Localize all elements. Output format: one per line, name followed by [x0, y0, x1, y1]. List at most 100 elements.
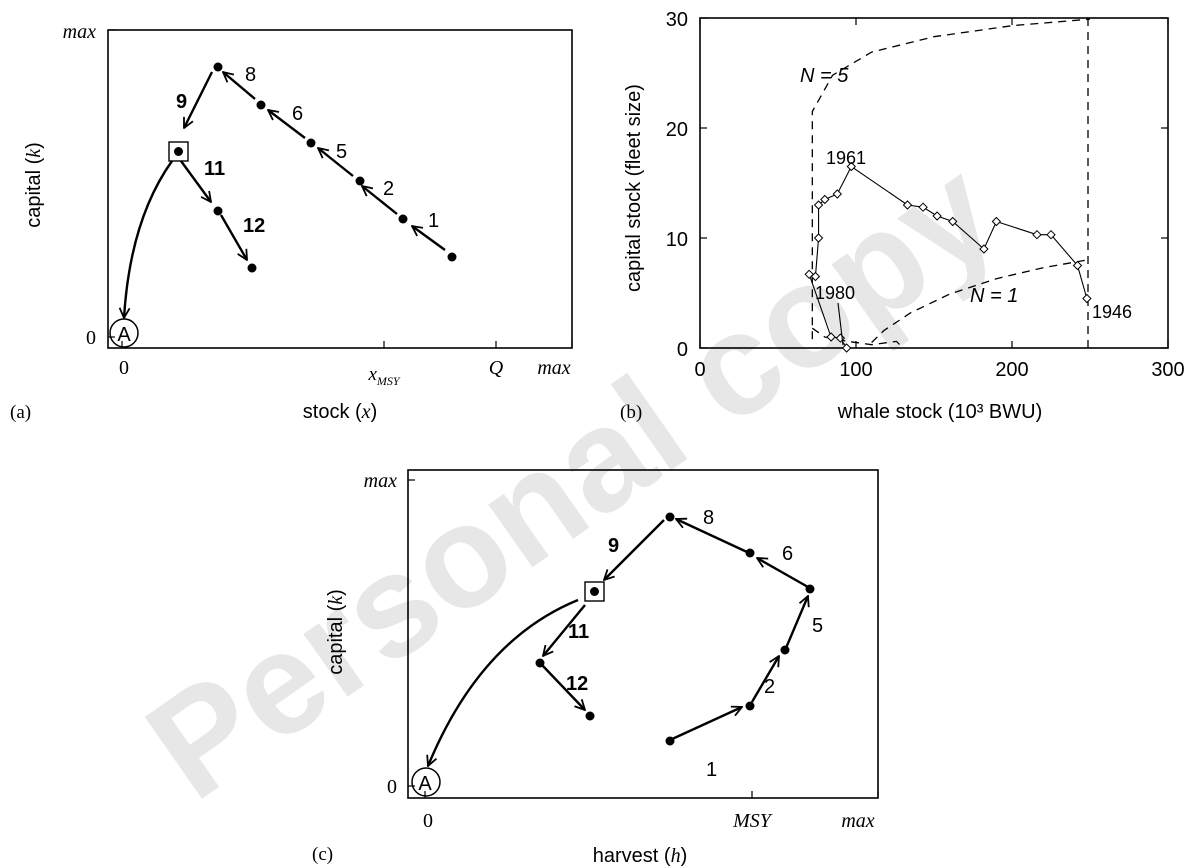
- panel-b-data-point-2: [1072, 260, 1083, 271]
- panel-c-point-5: [780, 645, 790, 655]
- panel-b-ytick-label-20: 20: [666, 119, 688, 141]
- panel-b-xtick-label-300: 300: [1151, 359, 1184, 381]
- panel-a-label-8: 8: [245, 64, 256, 86]
- panel-c-arrow-8: [676, 519, 748, 554]
- panel-c-panel-label: (c): [312, 844, 333, 865]
- panel-b-data-point-10: [902, 200, 913, 210]
- panel-b-data-point-17: [804, 269, 814, 280]
- panel-c-arrow-5: [784, 596, 808, 649]
- panel-a-ytick-label-0: 0: [86, 327, 96, 349]
- panel-a-arrow-9: [182, 71, 214, 128]
- panel-a-point-8: [256, 100, 266, 110]
- panel-c-point-1: [665, 736, 675, 746]
- panel-a-label-6: 6: [292, 103, 303, 125]
- panel-b-data-point-20: [841, 343, 852, 353]
- panel-c-arrow-6: [757, 556, 809, 589]
- panel-b-data-point-14: [813, 200, 824, 210]
- panel-a-xtick-label-max: max: [537, 357, 570, 379]
- panel-a-xtick-label-msy: xMSY: [367, 364, 400, 388]
- panel-c-point-6: [745, 548, 755, 558]
- panel-b-data-point-5: [991, 216, 1002, 227]
- panel-a-ytick-label-max: max: [63, 21, 96, 43]
- panel-c-point-2: [745, 701, 755, 711]
- panel-b-annotation-1980-leader: [837, 302, 844, 346]
- panel-a-label-a: A: [117, 324, 131, 346]
- panel-b-data-point-4: [1032, 229, 1042, 240]
- panel-b-xtick-label-200: 200: [995, 359, 1028, 381]
- panel-a-xlabel: stock (x): [303, 401, 377, 423]
- panel-b-ytick-label-10: 10: [666, 229, 688, 251]
- panel-b-dashed-curve-2: [871, 259, 1087, 343]
- panel-b-data-point-3: [1046, 229, 1056, 240]
- panel-a-ylabel: capital (k): [23, 142, 45, 228]
- panel-a: max 0 0 xMSY Q max stock (x) capital (k)…: [10, 21, 573, 423]
- panel-a-arrow-6: [268, 110, 306, 139]
- panel-c-frame: [407, 469, 879, 799]
- panel-b-data-point-15: [813, 233, 824, 243]
- panel-a-point-5: [355, 176, 365, 186]
- panel-b-ytick-label-30: 30: [666, 9, 688, 31]
- panel-a-arrow-5: [318, 148, 354, 177]
- panel-a-point-9-box: [168, 141, 189, 162]
- panel-c-point-9: [590, 587, 599, 596]
- panel-b-annotation-1946: 1946: [1092, 302, 1132, 322]
- panel-c-point-8: [665, 512, 675, 522]
- panel-a-label-12: 12: [243, 215, 265, 237]
- panel-a-point-11: [213, 206, 223, 216]
- panel-b-curves: [811, 18, 1091, 349]
- panel-b-panel-label: (b): [620, 402, 642, 423]
- panel-b-ylabel: capital stock (fleet size): [623, 84, 645, 292]
- panel-b-annotation-1980: 1980: [815, 283, 855, 303]
- panel-c-label-6: 6: [782, 543, 793, 565]
- panel-c-label-8: 8: [703, 507, 714, 529]
- panel-c-point-9-box: [584, 581, 605, 602]
- panel-a-point-9: [174, 147, 183, 156]
- panel-b-annotation-1961: 1961: [826, 148, 866, 168]
- panel-c-point-a-circle: [411, 767, 441, 797]
- panel-b-data-point-12: [832, 189, 842, 199]
- panel-b-data-point-8: [932, 211, 942, 221]
- panel-c-ytick-label-max: max: [364, 470, 397, 492]
- panel-a-arrow-to-a: [124, 160, 173, 318]
- panel-c: max 0 0 MSY max harvest (h) capital (k) …: [312, 469, 879, 867]
- panel-a-xtick-label-0: 0: [119, 357, 129, 379]
- panel-b-xlabel: whale stock (10³ BWU): [837, 401, 1043, 423]
- panel-a-point-6: [306, 138, 316, 148]
- panel-c-xlabel: harvest (h): [593, 845, 687, 867]
- panel-a-point-a-circle: [109, 318, 139, 348]
- panel-a-label-9: 9: [176, 91, 187, 113]
- panel-a-point-8b: [213, 62, 223, 72]
- panel-b: 0 10 20 30 0 100 200 300 whale stock (10…: [620, 9, 1185, 423]
- panel-b-xtick-label-0: 0: [694, 359, 705, 381]
- panel-a-frame: [107, 29, 573, 349]
- panel-b-data-point-13: [820, 194, 830, 205]
- panel-c-label-1: 1: [706, 759, 717, 781]
- panel-a-point-12: [247, 263, 257, 273]
- panel-c-arrow-9: [604, 519, 665, 580]
- panel-c-label-2: 2: [764, 676, 775, 698]
- panel-c-ytick-label-0: 0: [387, 776, 397, 798]
- panel-b-data-point-6: [979, 244, 989, 254]
- panel-c-xtick-label-0: 0: [423, 810, 433, 832]
- panel-b-data-point-7: [948, 216, 958, 227]
- panel-b-data-point-9: [918, 202, 928, 212]
- panel-a-panel-label: (a): [10, 402, 31, 423]
- panel-c-label-11: 11: [568, 621, 589, 643]
- panel-b-ytick-label-0: 0: [677, 339, 688, 361]
- panel-b-dashed-curve-3: [811, 327, 904, 349]
- panel-c-arrow-1: [669, 707, 742, 742]
- panel-b-data-point-11: [846, 161, 857, 172]
- panel-b-curve-label-n5: N = 5: [800, 65, 849, 87]
- panel-a-label-2: 2: [383, 178, 394, 200]
- panel-b-dashed-curve-1: [811, 18, 1091, 340]
- panel-a-arrow-12: [219, 214, 249, 260]
- panel-b-frame: [699, 17, 1169, 349]
- panel-a-xtick-label-q: Q: [489, 357, 504, 379]
- panel-a-arrow-8: [223, 72, 256, 100]
- panel-c-point-5b: [805, 584, 815, 594]
- panel-a-arrow-1: [412, 226, 446, 251]
- panel-c-xtick-label-max: max: [841, 810, 874, 832]
- panel-c-label-5: 5: [812, 615, 823, 637]
- panel-a-label-11: 11: [204, 158, 225, 180]
- panel-c-label-12: 12: [566, 673, 588, 695]
